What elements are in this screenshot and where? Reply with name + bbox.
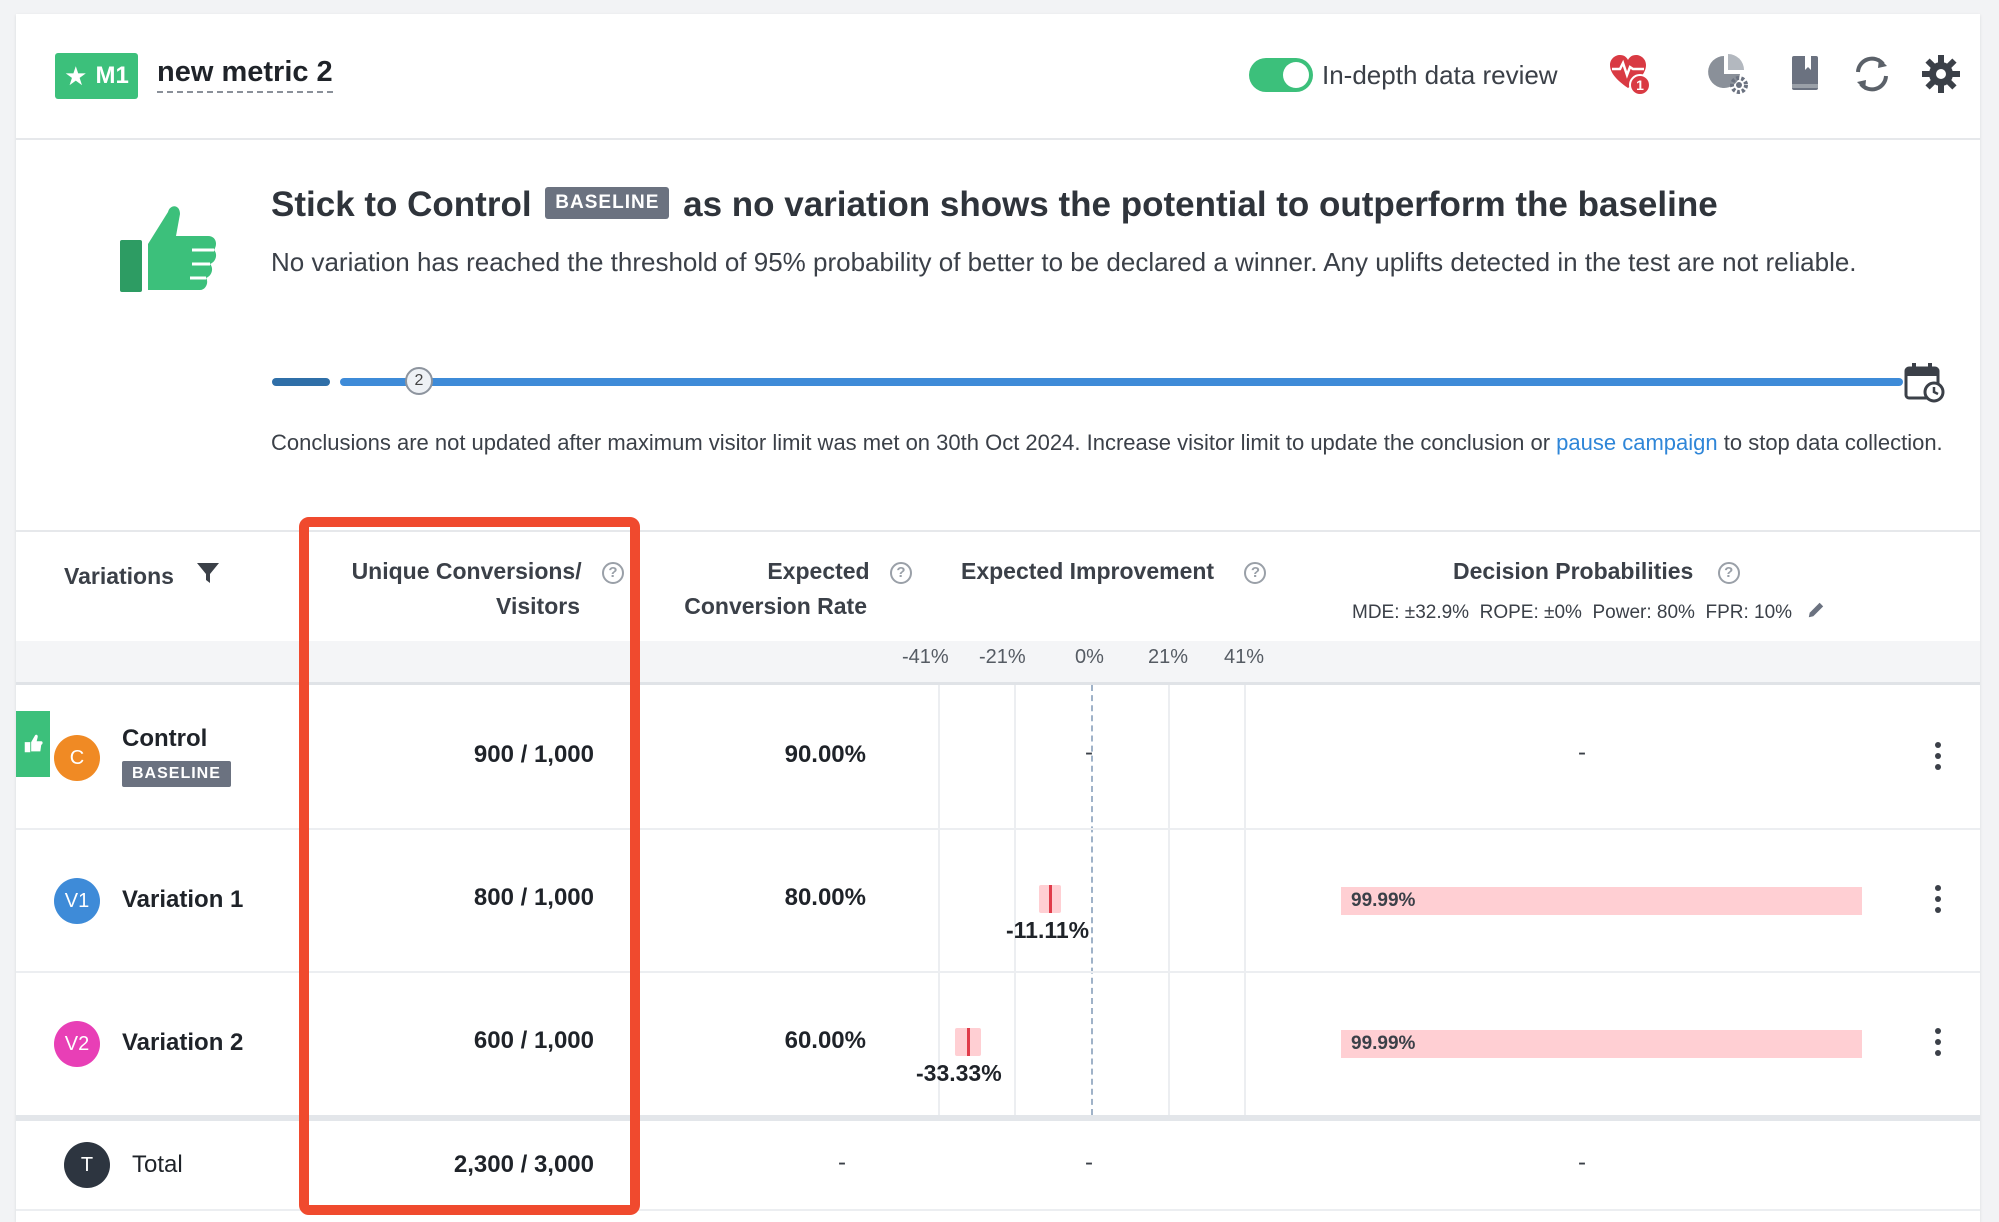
pause-campaign-link[interactable]: pause campaign bbox=[1556, 430, 1718, 455]
variation-name[interactable]: Variation 1 bbox=[122, 886, 244, 913]
improvement-scale-band bbox=[16, 641, 1980, 685]
expected-improvement-value: -11.11% bbox=[1006, 917, 1090, 943]
unique-conv-line1: Unique Conversions/ bbox=[351, 558, 582, 584]
filter-icon[interactable] bbox=[196, 560, 220, 595]
improvement-gridline bbox=[1168, 685, 1170, 1115]
expected-conversion-rate-header: Expected ? Conversion Rate bbox=[666, 554, 912, 624]
avatar: V2 bbox=[54, 1021, 100, 1067]
progress-segment-done bbox=[272, 378, 330, 386]
improvement-gridline bbox=[1244, 685, 1246, 1115]
book-icon[interactable] bbox=[1783, 52, 1827, 96]
expected-conversion-rate: - bbox=[838, 1149, 846, 1176]
winner-flag-icon bbox=[16, 711, 50, 777]
help-icon[interactable]: ? bbox=[1244, 561, 1267, 584]
calendar-clock-icon[interactable] bbox=[1903, 361, 1945, 403]
expected-improvement-label: Expected Improvement bbox=[961, 558, 1215, 584]
table-row-control: C Control BASELINE 900 / 1,000 90.00% - … bbox=[16, 685, 1980, 830]
ecr-line2: Conversion Rate bbox=[684, 593, 867, 619]
total-separator bbox=[16, 1115, 1980, 1121]
scale-tick: -21% bbox=[979, 646, 1026, 668]
scale-tick: 0% bbox=[1075, 646, 1104, 668]
gear-icon[interactable] bbox=[1919, 52, 1963, 96]
kebab-menu-icon[interactable] bbox=[1934, 1027, 1942, 1057]
scale-tick: 41% bbox=[1224, 646, 1265, 668]
refresh-icon[interactable] bbox=[1850, 52, 1894, 96]
in-depth-review-toggle[interactable] bbox=[1249, 58, 1313, 92]
variations-header: Variations bbox=[64, 559, 220, 595]
improvement-gridline bbox=[938, 685, 940, 1115]
health-count: 1 bbox=[1636, 77, 1644, 93]
metric-header: ★ M1 new metric 2 In-depth data review 1 bbox=[16, 14, 1980, 140]
expected-improvement-value: -33.33% bbox=[916, 1060, 1002, 1086]
headline-prefix: Stick to Control bbox=[271, 185, 532, 224]
headline-suffix: as no variation shows the potential to o… bbox=[683, 185, 1718, 224]
table-top-border bbox=[16, 530, 1980, 532]
ecr-line1: Expected bbox=[767, 558, 870, 584]
baseline-tag: BASELINE bbox=[122, 761, 231, 787]
scale-tick: -41% bbox=[902, 646, 949, 668]
metric-name[interactable]: new metric 2 bbox=[157, 56, 333, 93]
expected-conversion-rate: 60.00% bbox=[784, 1027, 866, 1054]
expected-improvement-value: - bbox=[1085, 739, 1093, 766]
visitor-limit-note: Conclusions are not updated after maximu… bbox=[271, 426, 1971, 459]
conversions-visitors: 2,300 / 3,000 bbox=[453, 1151, 594, 1178]
variation-name: Total bbox=[132, 1151, 183, 1178]
progress-track bbox=[340, 378, 1903, 386]
conclusion-subtext: No variation has reached the threshold o… bbox=[271, 247, 1857, 277]
expected-conversion-rate: 90.00% bbox=[784, 741, 866, 768]
kebab-menu-icon[interactable] bbox=[1934, 884, 1942, 914]
improvement-point-marker bbox=[1049, 885, 1052, 913]
progress-step-marker[interactable]: 2 bbox=[405, 367, 433, 395]
conversions-visitors: 900 / 1,000 bbox=[473, 741, 594, 768]
table-row-variation-1: V1 Variation 1 800 / 1,000 80.00% -11.11… bbox=[16, 828, 1980, 973]
decision-settings: MDE: ±32.9% ROPE: ±0% Power: 80% FPR: 10… bbox=[1352, 601, 1825, 625]
unique-conversions-header: Unique Conversions/ ? Visitors bbox=[330, 554, 624, 624]
conversions-visitors: 800 / 1,000 bbox=[473, 884, 594, 911]
pencil-icon[interactable] bbox=[1807, 601, 1825, 625]
help-icon[interactable]: ? bbox=[602, 561, 624, 584]
improvement-gridline bbox=[1014, 685, 1016, 1115]
note-text: Conclusions are not updated after maximu… bbox=[271, 430, 1551, 455]
decision-probability-value: 99.99% bbox=[1351, 890, 1416, 911]
avatar: V1 bbox=[54, 878, 100, 924]
variations-header-label: Variations bbox=[64, 563, 174, 589]
heart-pulse-icon[interactable]: 1 bbox=[1607, 52, 1651, 96]
expected-conversion-rate: 80.00% bbox=[784, 884, 866, 911]
conversions-visitors: 600 / 1,000 bbox=[473, 1027, 594, 1054]
expected-improvement-header: Expected Improvement ? bbox=[961, 554, 1267, 589]
note-suffix: to stop data collection. bbox=[1723, 430, 1943, 455]
variation-name[interactable]: Variation 2 bbox=[122, 1029, 244, 1056]
decision-probabilities-header: Decision Probabilities ? bbox=[1453, 554, 1740, 589]
improvement-point-marker bbox=[967, 1028, 970, 1056]
kebab-menu-icon[interactable] bbox=[1934, 741, 1942, 771]
decision-probabilities-label: Decision Probabilities bbox=[1453, 558, 1694, 584]
star-icon: ★ bbox=[64, 61, 88, 91]
table-row-variation-2: V2 Variation 2 600 / 1,000 60.00% -33.33… bbox=[16, 971, 1980, 1115]
metric-badge: ★ M1 bbox=[55, 53, 138, 99]
improvement-zero-line bbox=[1091, 685, 1093, 1115]
decision-settings-text: MDE: ±32.9% ROPE: ±0% Power: 80% FPR: 10… bbox=[1352, 602, 1793, 624]
scale-tick: 21% bbox=[1148, 646, 1189, 668]
help-icon[interactable]: ? bbox=[1717, 561, 1740, 584]
variation-name[interactable]: Control bbox=[122, 725, 208, 752]
in-depth-review-label: In-depth data review bbox=[1322, 60, 1558, 90]
probability-bar bbox=[1341, 1030, 1862, 1058]
decision-probability-value: - bbox=[1578, 1149, 1586, 1176]
thumbs-up-icon bbox=[116, 194, 220, 298]
metric-badge-label: M1 bbox=[95, 62, 129, 89]
help-icon[interactable]: ? bbox=[890, 561, 912, 584]
unique-conv-line2: Visitors bbox=[496, 593, 580, 619]
decision-probability-value: - bbox=[1578, 739, 1586, 766]
conclusion-headline: Stick to Control BASELINE as no variatio… bbox=[271, 185, 1718, 225]
decision-probability-value: 99.99% bbox=[1351, 1033, 1416, 1054]
report-card: ★ M1 new metric 2 In-depth data review 1 bbox=[16, 14, 1980, 1222]
baseline-tag: BASELINE bbox=[545, 186, 670, 219]
table-row-total: T Total 2,300 / 3,000 - - - bbox=[16, 1121, 1980, 1211]
probability-bar bbox=[1341, 887, 1862, 915]
segment-settings-icon[interactable] bbox=[1706, 52, 1750, 96]
avatar: C bbox=[54, 735, 100, 781]
avatar: T bbox=[64, 1142, 110, 1188]
expected-improvement-value: - bbox=[1085, 1149, 1093, 1176]
